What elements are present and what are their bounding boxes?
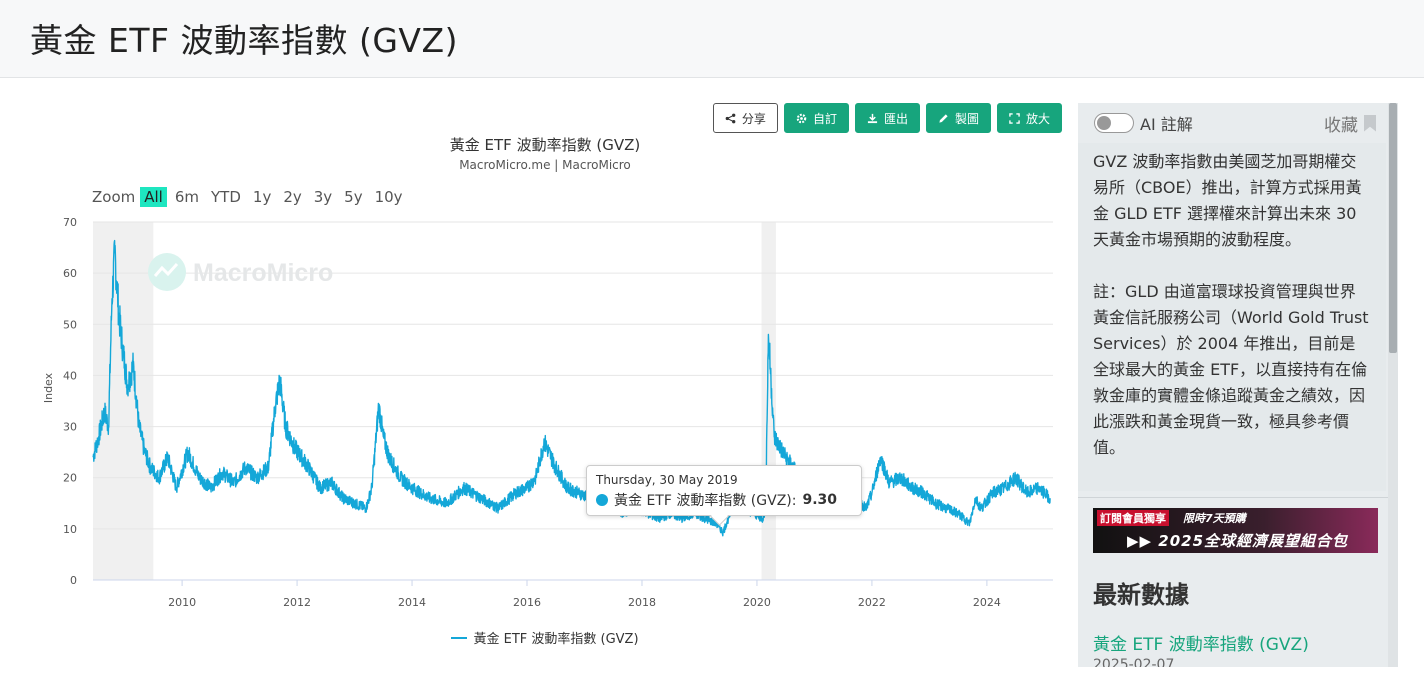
series-line-gvz (92, 239, 1051, 537)
x-tick-label: 2020 (743, 596, 771, 609)
y-tick-label: 30 (63, 421, 77, 434)
watermark-text: MacroMicro (193, 259, 333, 287)
zoom-ytd-button[interactable]: YTD (211, 188, 241, 206)
fullscreen-button[interactable]: 放大 (996, 103, 1062, 133)
draw-button[interactable]: 製圖 (925, 103, 991, 133)
legend-swatch (451, 636, 468, 639)
zoom-1y-button[interactable]: 1y (252, 188, 272, 206)
chart-tooltip: Thursday, 30 May 2019 黃金 ETF 波動率指數 (GVZ)… (586, 465, 862, 516)
chart-container: MacroMicro 0 10 20 30 40 50 60 70 2010 2012 2014 2… (40, 130, 1065, 660)
draw-label: 製圖 (954, 111, 979, 126)
download-icon (867, 113, 878, 123)
side-panel-header: AI 註解 收藏 (1078, 103, 1398, 143)
latest-data-date: 2025-02-07 (1093, 657, 1175, 667)
expand-icon (1009, 112, 1020, 124)
y-tick-label: 50 (63, 318, 77, 331)
customize-label: 自訂 (812, 111, 837, 126)
zoom-5y-button[interactable]: 5y (344, 188, 363, 206)
shaded-band-1 (761, 222, 776, 580)
zoom-2y-button[interactable]: 2y (283, 188, 302, 206)
x-tick-label: 2018 (628, 596, 656, 609)
ai-toggle-label: AI 註解 (1140, 115, 1193, 134)
fullscreen-label: 放大 (1025, 111, 1050, 126)
chart-toolbar: 分享 自訂 匯出 製圖 放大 (712, 103, 1062, 133)
promo-limit: 限時7天預購 (1183, 512, 1246, 525)
side-panel: AI 註解 收藏 GVZ 波動率指數由美國芝加哥期權交易所（CBOE）推出，計算… (1078, 103, 1398, 667)
y-tick-label: 10 (63, 523, 77, 536)
promo-banner[interactable]: 訂閱會員獨享 限時7天預購 ▶▶ 2025全球經濟展望組合包 (1093, 508, 1378, 553)
description-paragraph-2: 註：GLD 由道富環球投資管理與世界黃金信託服務公司（World Gold Tr… (1093, 282, 1369, 457)
y-tick-label: 40 (63, 369, 77, 382)
zoom-all-button[interactable]: All (140, 187, 167, 207)
x-tick-label: 2010 (168, 596, 196, 609)
promo-tag: 訂閱會員獨享 (1097, 510, 1169, 526)
customize-button[interactable]: 自訂 (783, 103, 849, 133)
description-paragraph-1: GVZ 波動率指數由美國芝加哥期權交易所（CBOE）推出，計算方式採用黃金 GL… (1093, 152, 1362, 249)
chart-subtitle: MacroMicro.me | MacroMicro (459, 158, 631, 172)
zoom-6m-button[interactable]: 6m (174, 188, 200, 206)
y-tick-label: 20 (63, 472, 77, 485)
y-tick-label: 70 (63, 216, 77, 229)
shaded-band-0 (93, 222, 154, 580)
page-title: 黃金 ETF 波動率指數 (GVZ) (30, 21, 458, 60)
chart-legend[interactable]: 黃金 ETF 波動率指數 (GVZ) (40, 628, 1050, 647)
export-label: 匯出 (883, 111, 908, 126)
zoom-10y-button[interactable]: 10y (374, 188, 403, 206)
x-tick-label: 2024 (973, 596, 1001, 609)
latest-data-heading: 最新數據 (1093, 581, 1189, 609)
favorite-button[interactable]: 收藏 (1324, 111, 1376, 136)
x-tick-label: 2022 (858, 596, 886, 609)
share-icon (725, 113, 736, 123)
tooltip-value: 9.30 (802, 492, 838, 508)
latest-data-link[interactable]: 黃金 ETF 波動率指數 (GVZ) (1093, 635, 1309, 655)
x-tick-label: 2016 (513, 596, 541, 609)
tooltip-series-name: 黃金 ETF 波動率指數 (GVZ): (614, 493, 797, 509)
y-tick-label: 0 (70, 574, 77, 587)
legend-label: 黃金 ETF 波動率指數 (GVZ) (473, 632, 639, 647)
toggle-switch[interactable] (1094, 113, 1134, 133)
zoom-label: Zoom (92, 188, 136, 206)
divider (1078, 497, 1388, 498)
favorite-label: 收藏 (1324, 115, 1358, 136)
scrollbar-thumb[interactable] (1389, 103, 1397, 353)
pencil-icon (939, 113, 948, 123)
x-tick-label: 2014 (398, 596, 426, 609)
y-tick-label: 60 (63, 267, 77, 280)
watermark: MacroMicro (148, 253, 333, 291)
side-scrollbar[interactable] (1388, 103, 1398, 667)
y-axis-label: Index (42, 372, 55, 403)
x-tick-label: 2012 (283, 596, 311, 609)
bookmark-icon (1364, 114, 1376, 132)
zoom-bar: Zoom All 6m YTD 1y 2y 3y 5y 10y (92, 187, 411, 207)
share-label: 分享 (741, 111, 766, 126)
chart-title: 黃金 ETF 波動率指數 (GVZ) (449, 136, 641, 154)
page-header: 黃金 ETF 波動率指數 (GVZ) (0, 0, 1424, 78)
description: GVZ 波動率指數由美國芝加哥期權交易所（CBOE）推出，計算方式採用黃金 GL… (1078, 143, 1386, 491)
zoom-3y-button[interactable]: 3y (313, 188, 333, 206)
chart-svg: MacroMicro 0 10 20 30 40 50 60 70 2010 2012 2014 2… (42, 216, 1053, 609)
promo-text: ▶▶ 2025全球經濟展望組合包 (1127, 532, 1349, 550)
gear-icon (796, 113, 807, 123)
export-button[interactable]: 匯出 (854, 103, 920, 133)
share-button[interactable]: 分享 (712, 103, 778, 133)
tooltip-date: Thursday, 30 May 2019 (596, 473, 738, 487)
tooltip-series-dot (596, 494, 608, 506)
ai-annotation-toggle[interactable]: AI 註解 (1094, 111, 1193, 135)
